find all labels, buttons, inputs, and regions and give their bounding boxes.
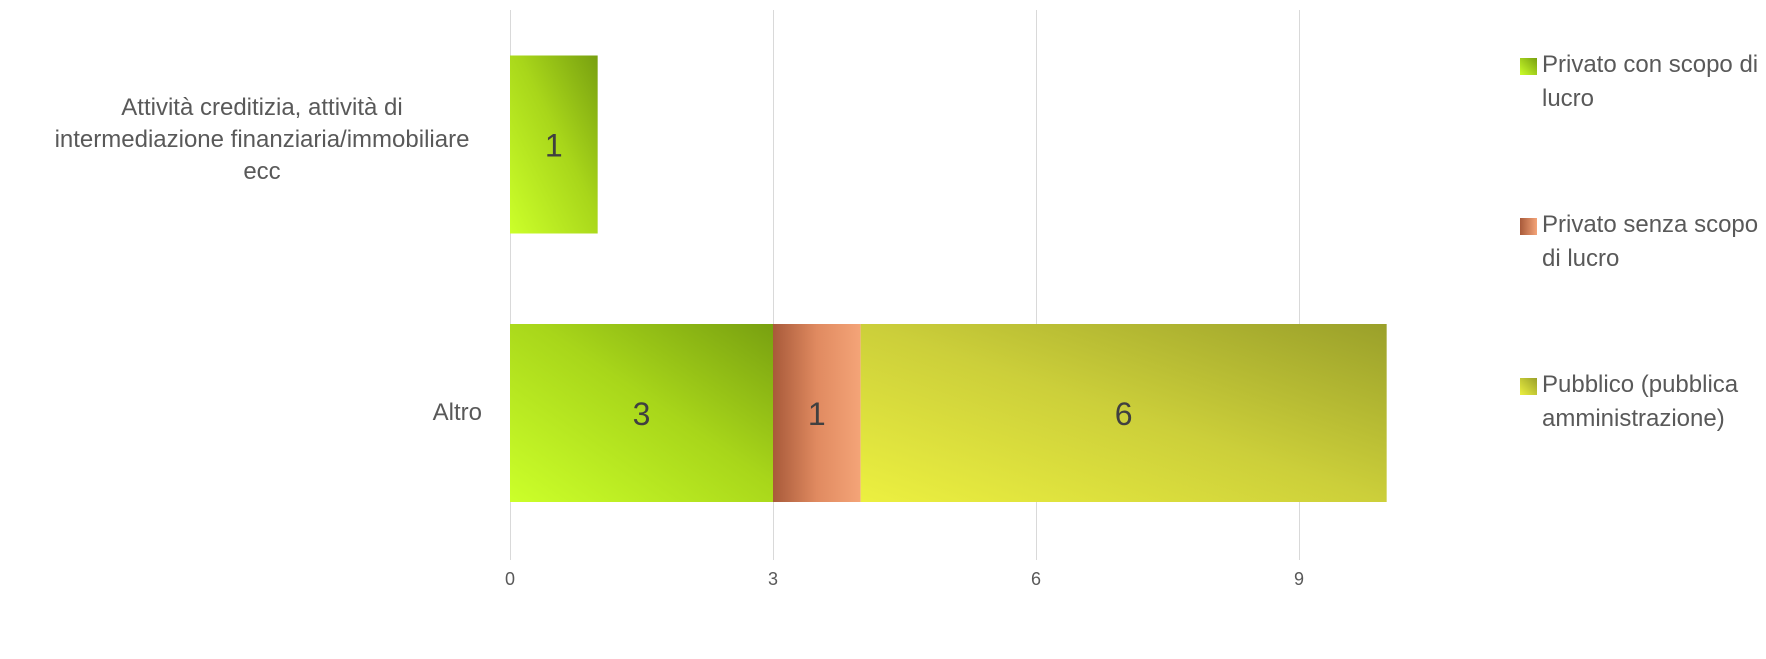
legend-item: Privato con scopo di lucro xyxy=(1520,48,1760,116)
bar-segment xyxy=(773,324,861,502)
x-tick-label: 0 xyxy=(505,569,515,589)
bar-segment xyxy=(860,324,1387,502)
legend-label: Privato senza scopo di lucro xyxy=(1542,211,1759,272)
data-label: 3 xyxy=(633,396,651,432)
data-label: 6 xyxy=(1115,396,1133,432)
category-label: Attività creditizia, attività di interme… xyxy=(54,94,470,185)
legend-label: Pubblico (pubblica amministrazione) xyxy=(1542,371,1739,432)
x-axis-ticks: 0 3 6 9 xyxy=(505,569,1304,589)
legend-item: Privato senza scopo di lucro xyxy=(1520,208,1760,276)
x-tick-label: 6 xyxy=(1031,569,1041,589)
x-tick-label: 9 xyxy=(1294,569,1304,589)
legend-swatch xyxy=(1520,58,1537,75)
data-label: 1 xyxy=(808,396,826,432)
bar-segment xyxy=(510,55,598,234)
data-labels: 1 3 1 6 xyxy=(545,128,1133,433)
x-tick-label: 3 xyxy=(768,569,778,589)
legend-swatch xyxy=(1520,378,1537,395)
bar-segment xyxy=(510,324,773,502)
legend-item: Pubblico (pubblica amministrazione) xyxy=(1520,368,1760,436)
bars xyxy=(510,55,1387,502)
data-label: 1 xyxy=(545,128,563,164)
legend-swatch xyxy=(1520,218,1537,235)
category-label: Altro xyxy=(432,399,482,426)
legend-label: Privato con scopo di lucro xyxy=(1542,51,1759,112)
